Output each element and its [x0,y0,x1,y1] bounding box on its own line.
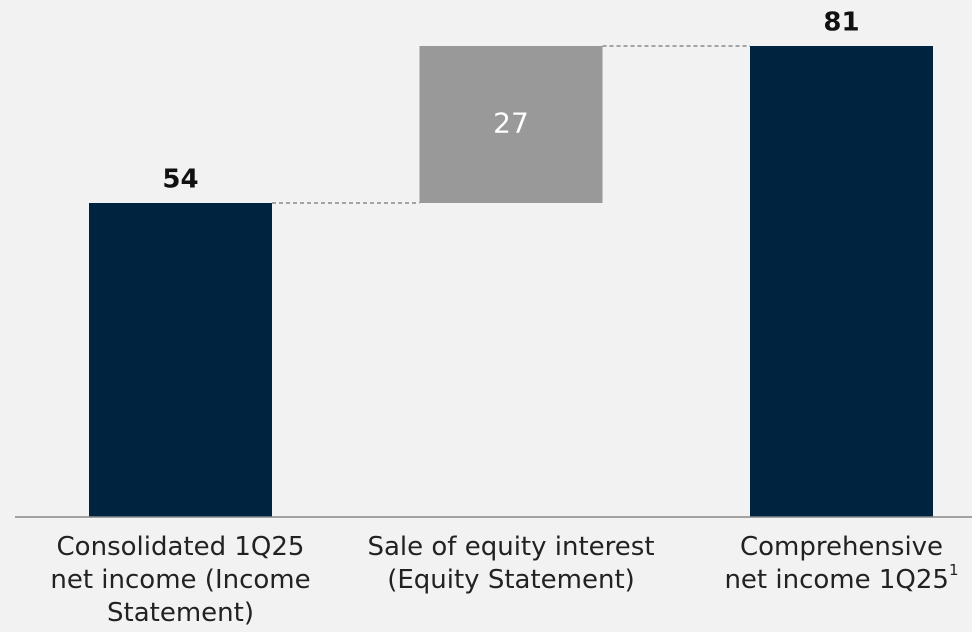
x-tick-label: Sale of equity interest [367,532,654,562]
x-tick-label-line: net income (Income [50,565,310,595]
x-tick-label-line: net income 1Q25 [724,565,949,595]
x-tick-label: Consolidated 1Q25 [57,532,305,562]
bar [419,46,603,203]
x-tick-label-line: Statement) [107,598,254,628]
x-tick-label-line: Comprehensive [740,532,943,562]
x-tick-label-line: Consolidated 1Q25 [57,532,305,562]
value-label: 54 [162,165,198,195]
x-tick-label: (Equity Statement) [387,565,635,595]
x-tick-label: net income (Income [50,565,310,595]
x-tick-label: net income 1Q251 [724,561,958,595]
x-tick-label-line: (Equity Statement) [387,565,635,595]
bar [89,203,272,517]
x-tick-label: Statement) [107,598,254,628]
value-label: 81 [823,8,859,38]
x-tick-label-line: Sale of equity interest [367,532,654,562]
value-label: 27 [493,107,529,140]
bar [750,46,933,517]
x-tick-label: Comprehensive [740,532,943,562]
footnote-mark: 1 [949,561,959,579]
